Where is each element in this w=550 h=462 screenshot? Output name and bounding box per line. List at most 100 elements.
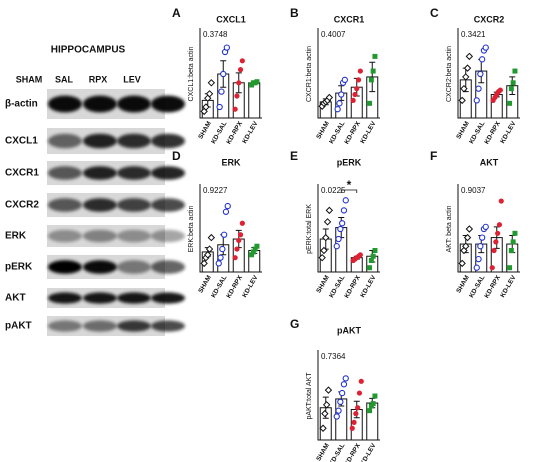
y-axis-label: pAKT:total AKT bbox=[306, 372, 313, 420]
axes bbox=[457, 184, 520, 273]
data-point bbox=[234, 246, 240, 252]
data-point bbox=[508, 86, 514, 92]
data-point bbox=[372, 248, 378, 253]
chart-title: CXCL1 bbox=[216, 14, 246, 24]
row-label: CXCR1 bbox=[5, 168, 39, 179]
data-point bbox=[254, 243, 260, 249]
data-point bbox=[462, 73, 470, 81]
data-point bbox=[323, 218, 332, 226]
data-point bbox=[465, 52, 474, 61]
data-point bbox=[508, 248, 514, 253]
data-point bbox=[512, 68, 518, 74]
data-point bbox=[204, 251, 212, 259]
panel-letter: F bbox=[430, 149, 437, 163]
data-point bbox=[325, 206, 334, 215]
data-point bbox=[224, 202, 231, 210]
data-point bbox=[215, 260, 222, 267]
axes bbox=[317, 350, 380, 441]
data-point bbox=[223, 44, 230, 51]
blot-band bbox=[117, 133, 151, 149]
data-point bbox=[475, 255, 482, 263]
data-point bbox=[473, 264, 480, 271]
row-label: AKT bbox=[5, 293, 26, 304]
data-point bbox=[477, 70, 484, 78]
data-point bbox=[239, 220, 245, 226]
data-point bbox=[354, 86, 360, 92]
error-bar bbox=[509, 76, 516, 96]
y-axis-label: pERK:total ERK bbox=[306, 204, 313, 254]
p-value: 0.4007 bbox=[321, 30, 346, 39]
data-point bbox=[340, 381, 348, 388]
data-point bbox=[355, 77, 362, 83]
blot-band bbox=[151, 292, 185, 304]
p-value: 0.9227 bbox=[203, 186, 228, 195]
data-point bbox=[334, 106, 341, 113]
data-point bbox=[207, 233, 216, 242]
data-point bbox=[320, 246, 328, 255]
blot-band bbox=[151, 229, 185, 243]
data-point bbox=[325, 93, 334, 102]
panel-letter: C bbox=[430, 6, 439, 20]
data-point bbox=[219, 245, 226, 253]
row-label: β-actin bbox=[5, 99, 38, 110]
chart-title: CXCR2 bbox=[474, 14, 505, 24]
blot-band bbox=[83, 133, 117, 149]
data-point bbox=[352, 91, 358, 98]
data-point bbox=[358, 378, 364, 384]
data-point bbox=[236, 80, 242, 86]
data-point bbox=[463, 233, 472, 242]
p-value: 0.0225 bbox=[321, 186, 346, 195]
chart-title: AKT bbox=[480, 157, 499, 167]
row-label: CXCL1 bbox=[5, 136, 38, 147]
data-point bbox=[353, 411, 359, 417]
y-axis-label: ERK:beta actin bbox=[188, 206, 195, 253]
significance-label: * bbox=[347, 178, 352, 192]
data-point bbox=[220, 231, 228, 238]
blot-band bbox=[117, 260, 151, 274]
data-point bbox=[458, 96, 466, 105]
lane-label: RPX bbox=[89, 74, 108, 84]
data-point bbox=[337, 398, 344, 406]
data-point bbox=[482, 44, 489, 51]
data-point bbox=[216, 103, 223, 111]
data-point bbox=[341, 76, 348, 84]
blot-band bbox=[151, 320, 185, 332]
data-point bbox=[234, 93, 240, 99]
blot-band bbox=[117, 166, 151, 180]
blot-band bbox=[48, 95, 82, 113]
data-point bbox=[367, 100, 373, 106]
y-axis-label: CXCR2:beta actin bbox=[446, 46, 453, 102]
data-point bbox=[232, 255, 238, 261]
data-point bbox=[217, 254, 224, 261]
blot-band bbox=[48, 133, 82, 149]
blot-band bbox=[83, 198, 117, 212]
data-point bbox=[236, 237, 242, 244]
data-point bbox=[324, 386, 333, 394]
data-point bbox=[338, 91, 345, 98]
blot-band bbox=[151, 198, 185, 212]
data-point bbox=[498, 198, 504, 204]
data-point bbox=[222, 208, 230, 215]
lane-label: LEV bbox=[123, 74, 141, 84]
data-point bbox=[232, 106, 238, 112]
data-point bbox=[482, 223, 489, 230]
data-point bbox=[460, 84, 468, 93]
data-point bbox=[350, 97, 356, 103]
data-point bbox=[252, 246, 258, 252]
data-point bbox=[507, 100, 513, 106]
data-point bbox=[495, 230, 501, 236]
lane-label: SHAM bbox=[16, 74, 43, 84]
blot-band bbox=[48, 260, 82, 274]
y-axis-label: CXCL1:beta actin bbox=[188, 46, 195, 101]
blot-band bbox=[83, 260, 117, 274]
blot-band bbox=[83, 320, 117, 332]
data-point bbox=[367, 408, 373, 414]
panel-letter: G bbox=[290, 317, 299, 331]
data-point bbox=[338, 220, 346, 227]
data-point bbox=[368, 77, 374, 83]
data-point bbox=[465, 225, 474, 233]
data-point bbox=[372, 53, 378, 59]
blot-band bbox=[48, 198, 82, 212]
data-point bbox=[322, 401, 331, 409]
chart-title: ERK bbox=[221, 157, 241, 167]
